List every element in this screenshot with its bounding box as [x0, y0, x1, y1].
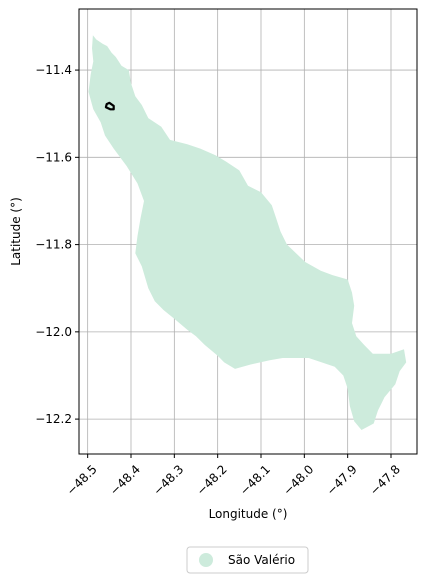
x-tick-label: −48.0 [280, 462, 316, 498]
x-tick-label: −48.5 [64, 462, 100, 498]
x-tick-label: −47.8 [367, 462, 403, 498]
legend: São Valério [186, 546, 309, 574]
x-tick-label: −48.1 [237, 462, 273, 498]
x-tick-label: −48.2 [194, 462, 230, 498]
legend-swatch [199, 553, 213, 567]
y-tick-label: −12.0 [35, 325, 72, 339]
y-axis-label: Latitude (°) [9, 197, 23, 266]
y-tick-label: −12.2 [35, 412, 72, 426]
x-tick-label: −48.4 [107, 462, 143, 498]
axes-frame [78, 8, 418, 455]
location-marker [104, 101, 115, 111]
plot-area [78, 8, 418, 455]
legend-label: São Valério [228, 553, 295, 567]
y-tick-label: −11.6 [35, 150, 72, 164]
y-tick-label: −11.4 [35, 63, 72, 77]
x-tick-label: −47.9 [324, 462, 360, 498]
legend-box [186, 546, 309, 574]
x-axis-label: Longitude (°) [209, 507, 288, 521]
x-tick-label: −48.3 [150, 462, 186, 498]
region-sao-valerio [88, 35, 407, 430]
y-tick-label: −11.8 [35, 238, 72, 252]
